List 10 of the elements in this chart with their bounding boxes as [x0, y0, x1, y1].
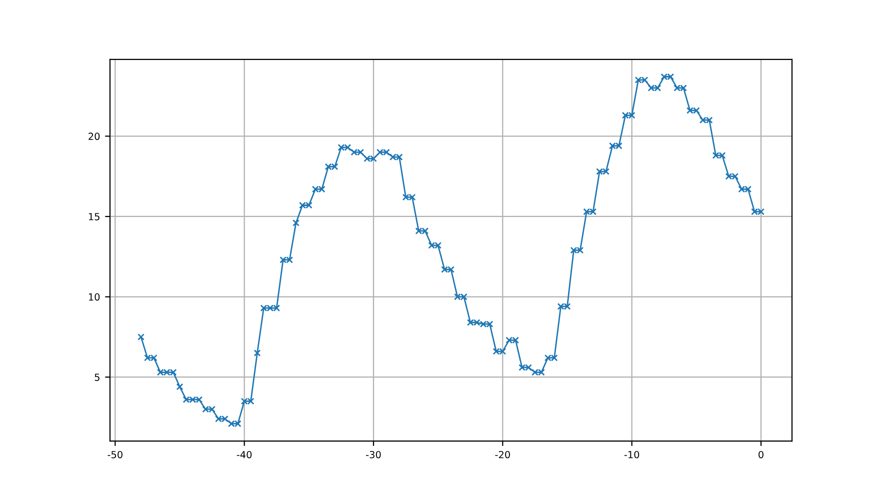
x-tick-label: -10: [624, 450, 640, 458]
y-tick-label: 20: [88, 132, 100, 140]
y-tick-label: 15: [88, 213, 100, 220]
y-tick-label: 10: [88, 293, 100, 301]
x-tick-label: -50: [108, 450, 122, 458]
x-tick-label: 0: [758, 450, 764, 458]
x-tick-label: -40: [236, 450, 252, 458]
y-tick-label: 5: [94, 374, 100, 381]
x-tick-label: -20: [495, 450, 510, 458]
x-tick-label: -30: [366, 450, 381, 458]
